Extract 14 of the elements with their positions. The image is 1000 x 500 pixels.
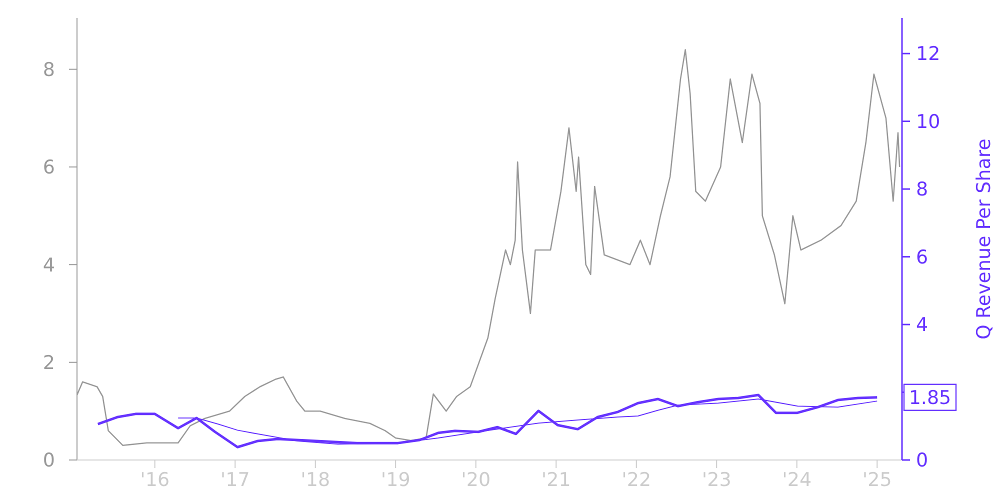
y2-tick-label: 12 xyxy=(916,43,940,66)
text: 1.85 xyxy=(908,386,952,409)
y2-tick-label: 10 xyxy=(916,110,940,133)
y2-tick-label: 0 xyxy=(916,450,928,472)
y-tick-label: 8 xyxy=(42,58,55,81)
line-series xyxy=(96,394,878,448)
y2-axis-title: Q Revenue Per Share xyxy=(973,138,995,340)
y-tick-label: 2 xyxy=(42,352,55,374)
y-tick-label: 6 xyxy=(42,156,55,179)
y2-tick-label: 6 xyxy=(916,246,928,268)
y-tick-label: 0 xyxy=(42,450,55,472)
y-tick-label: 4 xyxy=(42,254,55,276)
y2-tick-label: 8 xyxy=(916,178,928,201)
y2-tick-label: 4 xyxy=(916,314,928,336)
